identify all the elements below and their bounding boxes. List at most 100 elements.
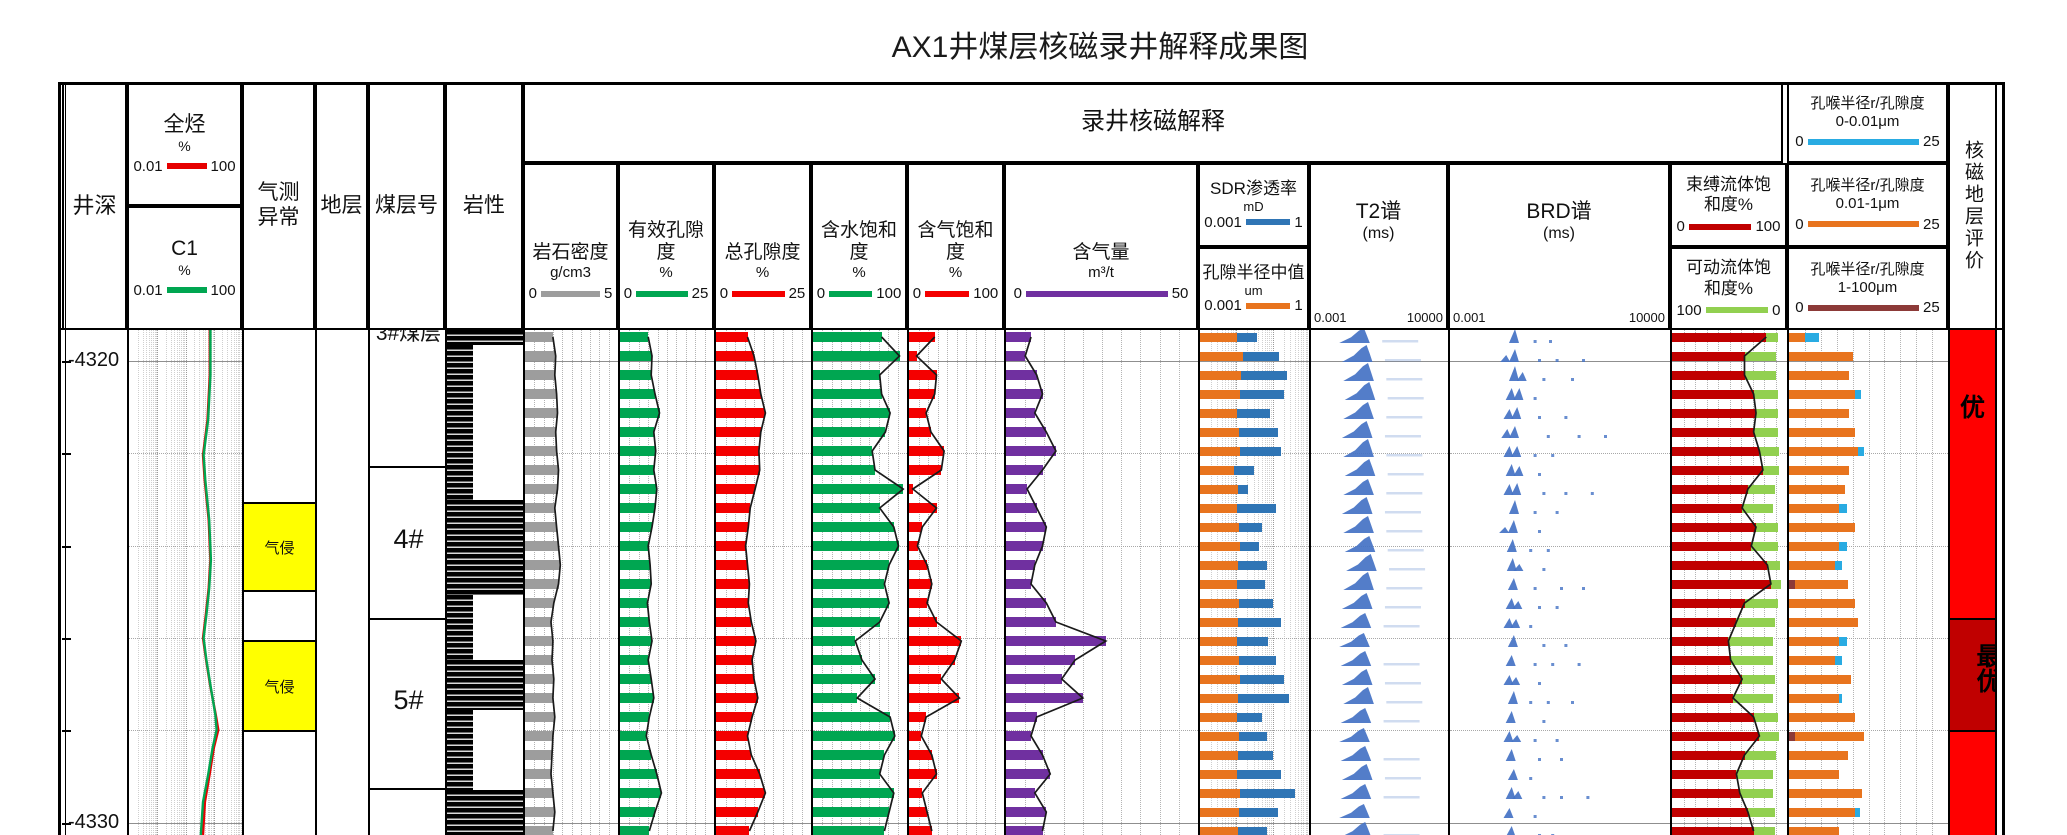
bar-pt-orange (1789, 712, 1855, 722)
brd-spectra (1499, 330, 1607, 835)
vgrid-minor-line (142, 330, 144, 835)
bar-sw (813, 332, 882, 342)
hgrid-line (1672, 823, 1787, 824)
vgrid-line (994, 330, 996, 835)
profile-curve (911, 336, 963, 832)
hgrid-line (129, 361, 242, 362)
bar-density (525, 826, 553, 835)
bar-sg (909, 636, 962, 646)
bar-pt-orange (1789, 370, 1850, 380)
bar-pore-median (1200, 788, 1241, 798)
bar-movable (1753, 389, 1778, 399)
hgrid-line (129, 730, 242, 731)
hgrid-line (909, 823, 1004, 824)
bar-sw (813, 655, 862, 665)
bar-pore-median (1200, 731, 1240, 741)
bar-pt-orange (1789, 332, 1805, 342)
bar-gas-content (1006, 807, 1047, 817)
profile-curve (550, 336, 562, 832)
lith-coal-block (447, 500, 523, 595)
body-brd-spectrum (1448, 330, 1670, 835)
vgrid-minor-line (181, 330, 183, 835)
th-scale-min: 0.01 (133, 157, 163, 175)
bar-tot-por (716, 731, 748, 741)
sdr-scale-max: 1 (1294, 213, 1303, 231)
bar-movable (1744, 370, 1776, 380)
header-sdr: SDR渗透率 mD 0.001 1 (1198, 163, 1309, 247)
bar-eff-por (620, 636, 652, 646)
bar-sw (813, 750, 885, 760)
hgrid-line (1006, 823, 1198, 824)
bar-movable (1733, 693, 1774, 703)
bar-gas-content (1006, 693, 1083, 703)
lith-label: 岩性 (463, 193, 505, 217)
hgrid-line (1450, 638, 1670, 639)
vgrid-minor-line (1283, 330, 1285, 835)
bar-gas-content (1006, 788, 1035, 798)
bar-sw (813, 731, 895, 741)
hgrid-line (1311, 361, 1448, 362)
vgrid-minor-line (154, 330, 156, 835)
bar-bound (1672, 408, 1756, 418)
bar-bound (1672, 465, 1763, 475)
bar-density (525, 446, 557, 456)
bar-pt-orange (1789, 826, 1839, 835)
tot_por-scale-max: 25 (788, 285, 806, 302)
bar-sw (813, 503, 880, 513)
bar-pt-orange (1789, 389, 1855, 399)
c1-scale-min: 0.01 (133, 281, 163, 299)
bar-bound (1672, 351, 1745, 361)
vgrid-minor-line (170, 330, 172, 835)
body-tot-por (714, 330, 811, 835)
bar-sw (813, 598, 890, 608)
bar-movable (1736, 769, 1774, 779)
sg-unit: % (948, 264, 963, 282)
hgrid-line (1311, 823, 1448, 824)
gasc-scale: 0 50 (1014, 285, 1189, 302)
bar-sg (909, 522, 923, 532)
bar-tot-por (716, 636, 756, 646)
bar-bound (1672, 503, 1743, 513)
depth-tick (62, 546, 71, 548)
pt_large-name: 孔喉半径r/孔隙度 (1810, 260, 1925, 278)
movable-name-1: 可动流体饱 (1686, 258, 1771, 278)
density-scale-min: 0 (528, 285, 537, 302)
bar-tot-por (716, 598, 749, 608)
bar-movable (1753, 826, 1776, 835)
hgrid-line (1450, 361, 1670, 362)
vgrid-minor-line (174, 330, 176, 835)
bar-density (525, 370, 555, 380)
hgrid-line (1006, 730, 1198, 731)
bar-sw (813, 769, 880, 779)
bound-name-1: 束缚流体饱 (1686, 174, 1771, 194)
bar-sdr-perm (1237, 712, 1263, 722)
bar-sdr-perm (1237, 408, 1270, 418)
bar-bound (1672, 750, 1745, 760)
vgrid-line (608, 330, 610, 835)
vgrid-line (657, 330, 659, 835)
sw-scale-max: 100 (876, 285, 902, 302)
header-brd-scale-max: 10000 (1628, 310, 1665, 325)
tot_por-unit: % (755, 264, 770, 282)
vgrid-line (1884, 330, 1886, 835)
vgrid-minor-line (1305, 330, 1307, 835)
bar-tot-por (716, 788, 766, 798)
pt_mid-scale-max: 25 (1923, 215, 1940, 233)
bar-sg (909, 503, 937, 513)
hgrid-line (620, 823, 714, 824)
bar-pt-orange (1789, 427, 1855, 437)
eff_por-scale-max: 25 (691, 285, 709, 302)
hgrid-line (1672, 730, 1787, 731)
bar-gas-content (1006, 465, 1043, 475)
eff_por-scale: 0 25 (624, 285, 709, 302)
bar-bound (1672, 769, 1737, 779)
bar-density (525, 579, 559, 589)
bar-eff-por (620, 522, 652, 532)
bar-gas-content (1006, 598, 1047, 608)
hgrid-line (525, 730, 618, 731)
bar-sg (909, 427, 931, 437)
hgrid-line (716, 638, 811, 639)
bar-gas-content (1006, 636, 1106, 646)
vgrid-minor-line (227, 330, 229, 835)
hgrid-line (525, 453, 618, 454)
